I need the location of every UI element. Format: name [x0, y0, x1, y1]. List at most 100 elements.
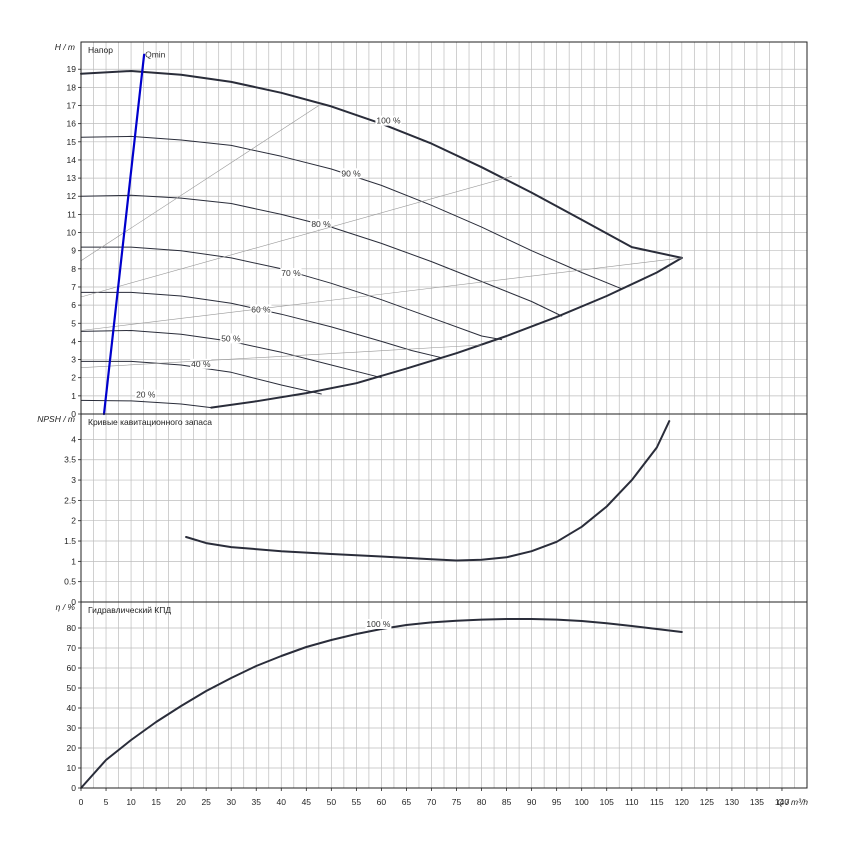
y-tick-label-head-18: 18: [67, 82, 77, 92]
x-tick-label-20: 100: [575, 797, 589, 807]
panel-title-head: Напор: [88, 45, 113, 55]
series-label-bg-head-7: [135, 389, 157, 400]
y-tick-label-head-5: 5: [71, 318, 76, 328]
series-label-eff-0: 100 %: [366, 619, 391, 629]
panel-title-npsh: Кривые кавитационного запаса: [88, 417, 212, 427]
series-label-bg-head-2: [310, 219, 332, 230]
y-tick-label-npsh-2: 1: [71, 556, 76, 566]
x-tick-label-18: 90: [527, 797, 537, 807]
series-head-1: [80, 135, 623, 290]
series-head-8: [210, 256, 683, 409]
y-tick-label-head-1: 1: [71, 391, 76, 401]
y-tick-label-eff-6: 60: [67, 663, 77, 673]
y-tick-label-npsh-4: 2: [71, 516, 76, 526]
y-tick-label-npsh-8: 4: [71, 434, 76, 444]
x-tick-label-26: 130: [725, 797, 739, 807]
y-tick-label-head-14: 14: [67, 155, 77, 165]
y-tick-label-head-6: 6: [71, 300, 76, 310]
series-label-bg-head-3: [280, 268, 302, 279]
x-tick-label-7: 35: [252, 797, 262, 807]
series-label-head-13: Qmin: [145, 49, 166, 59]
series-head-7: [80, 399, 212, 409]
series-label-head-1: 90 %: [341, 168, 361, 178]
x-tick-label-4: 20: [176, 797, 186, 807]
x-tick-label-21: 105: [600, 797, 614, 807]
series-head-4: [80, 291, 442, 359]
y-tick-label-head-7: 7: [71, 282, 76, 292]
series-head-9: [80, 105, 320, 261]
y-tick-label-head-0: 0: [71, 409, 76, 419]
series-npsh-0: [185, 420, 671, 562]
series-label-bg-head-5: [220, 333, 242, 344]
x-tick-label-28: 140: [775, 797, 789, 807]
y-tick-label-head-3: 3: [71, 355, 76, 365]
x-tick-label-27: 135: [750, 797, 764, 807]
x-tick-label-16: 80: [477, 797, 487, 807]
x-tick-label-10: 50: [327, 797, 337, 807]
series-label-head-6: 40 %: [191, 359, 211, 369]
y-tick-label-head-4: 4: [71, 336, 76, 346]
y-tick-label-head-17: 17: [67, 101, 77, 111]
y-tick-label-head-16: 16: [67, 119, 77, 129]
panel-frame-eff: [80, 601, 808, 789]
series-label-head-2: 80 %: [311, 219, 331, 229]
x-tick-label-15: 75: [452, 797, 462, 807]
y-tick-label-head-9: 9: [71, 246, 76, 256]
y-tick-label-eff-1: 10: [67, 763, 77, 773]
panel-title-eff: Гидравлический КПД: [88, 605, 171, 615]
series-head-10: [80, 176, 512, 298]
series-label-head-3: 70 %: [281, 268, 301, 278]
x-tick-label-9: 45: [302, 797, 312, 807]
x-tick-label-13: 65: [402, 797, 412, 807]
x-tick-label-12: 60: [377, 797, 387, 807]
x-tick-label-5: 25: [201, 797, 211, 807]
series-label-head-5: 50 %: [221, 333, 241, 343]
x-tick-label-22: 110: [625, 797, 639, 807]
series-head-13: [102, 53, 146, 416]
x-tick-label-2: 10: [126, 797, 136, 807]
y-tick-label-head-8: 8: [71, 264, 76, 274]
y-tick-label-eff-3: 30: [67, 723, 77, 733]
y-tick-label-head-11: 11: [67, 209, 76, 219]
series-label-bg-head-0: [375, 115, 402, 126]
y-tick-label-eff-0: 0: [71, 783, 76, 793]
y-tick-label-eff-7: 70: [67, 643, 77, 653]
y-tick-label-npsh-6: 3: [71, 475, 76, 485]
x-tick-label-23: 115: [650, 797, 664, 807]
x-tick-label-11: 55: [352, 797, 362, 807]
series-label-bg-head-4: [250, 304, 272, 315]
x-tick-label-17: 85: [502, 797, 512, 807]
series-head-12: [80, 344, 482, 368]
series-label-head-7: 20 %: [136, 390, 156, 400]
y-tick-label-npsh-0: 0: [71, 597, 76, 607]
x-tick-label-6: 30: [226, 797, 236, 807]
y-tick-label-head-13: 13: [67, 173, 77, 183]
series-head-3: [80, 246, 503, 341]
x-tick-label-19: 95: [552, 797, 562, 807]
y-tick-label-npsh-3: 1.5: [64, 536, 76, 546]
y-tick-label-head-15: 15: [67, 137, 77, 147]
y-axis-label-eff: η / %: [56, 602, 76, 612]
x-tick-label-24: 120: [675, 797, 689, 807]
series-label-head-0: 100 %: [376, 116, 401, 126]
x-tick-label-25: 125: [700, 797, 714, 807]
x-tick-label-3: 15: [151, 797, 161, 807]
x-tick-label-14: 70: [427, 797, 437, 807]
y-tick-label-npsh-7: 3.5: [64, 455, 76, 465]
y-tick-label-head-10: 10: [67, 228, 77, 238]
y-axis-label-head: H / m: [55, 42, 75, 52]
y-tick-label-head-19: 19: [67, 64, 77, 74]
y-tick-label-eff-2: 20: [67, 743, 77, 753]
y-tick-label-head-2: 2: [71, 373, 76, 383]
series-label-bg-head-1: [340, 168, 362, 179]
x-tick-label-8: 40: [277, 797, 287, 807]
y-tick-label-npsh-5: 2.5: [64, 495, 76, 505]
y-axis-label-npsh: NPSH / m: [37, 414, 75, 424]
series-label-head-4: 60 %: [251, 304, 271, 314]
x-tick-label-0: 0: [79, 797, 84, 807]
series-label-bg-eff-0: [365, 619, 392, 629]
series-label-bg-head-6: [190, 358, 212, 369]
y-tick-label-npsh-1: 0.5: [64, 577, 76, 587]
x-axis-label: Q / m³/h: [777, 797, 808, 807]
